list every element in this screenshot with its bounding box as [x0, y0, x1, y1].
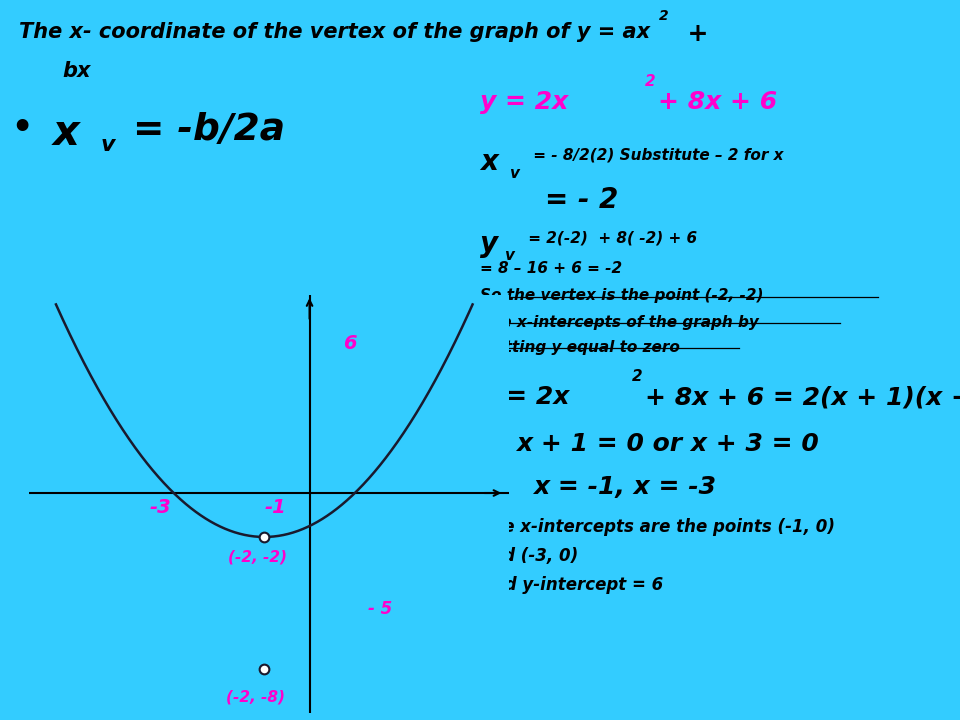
- Text: (-2, -8): (-2, -8): [226, 690, 285, 705]
- Text: x + 1 = 0 or x + 3 = 0: x + 1 = 0 or x + 3 = 0: [516, 432, 819, 456]
- Text: The x-intercepts are the points (-1, 0): The x-intercepts are the points (-1, 0): [480, 518, 835, 536]
- Text: v: v: [509, 166, 518, 181]
- Text: = -b/2a: = -b/2a: [120, 112, 285, 148]
- Text: So the vertex is the point (-2, -2): So the vertex is the point (-2, -2): [480, 288, 763, 303]
- Text: v: v: [101, 135, 115, 156]
- Text: -1: -1: [264, 498, 286, 517]
- Text: (-2, -2): (-2, -2): [228, 549, 287, 564]
- Text: The x- coordinate of the vertex of the graph of y = ax: The x- coordinate of the vertex of the g…: [19, 22, 650, 42]
- Text: The x-intercepts of the graph by: The x-intercepts of the graph by: [480, 315, 758, 330]
- Text: 2: 2: [659, 9, 668, 23]
- Text: 6: 6: [344, 334, 357, 353]
- Text: x = -1, x = -3: x = -1, x = -3: [533, 475, 716, 499]
- Text: + 8x + 6: + 8x + 6: [658, 90, 777, 114]
- Text: bx: bx: [62, 61, 91, 81]
- Text: - 5: - 5: [369, 600, 393, 618]
- Text: + 8x + 6 = 2(x + 1)(x + 3): + 8x + 6 = 2(x + 1)(x + 3): [645, 385, 960, 409]
- Text: x: x: [53, 112, 80, 153]
- Text: -3: -3: [149, 498, 171, 517]
- Text: And y-intercept = 6: And y-intercept = 6: [480, 576, 663, 594]
- Text: = - 2: = - 2: [545, 186, 618, 214]
- Text: 2: 2: [632, 369, 642, 384]
- Text: and (-3, 0): and (-3, 0): [480, 547, 578, 565]
- Text: •: •: [12, 112, 33, 145]
- Text: 0 = 2x: 0 = 2x: [480, 385, 569, 409]
- Text: y: y: [480, 230, 498, 258]
- Text: y = 2x: y = 2x: [480, 90, 568, 114]
- Text: 2: 2: [645, 74, 656, 89]
- Text: +: +: [670, 22, 708, 45]
- Text: = 2(-2)  + 8( -2) + 6: = 2(-2) + 8( -2) + 6: [523, 230, 697, 246]
- Text: = 8 – 16 + 6 = -2: = 8 – 16 + 6 = -2: [480, 261, 622, 276]
- Text: setting y equal to zero: setting y equal to zero: [480, 340, 680, 355]
- Text: = - 8/2(2) Substitute – 2 for x: = - 8/2(2) Substitute – 2 for x: [528, 148, 783, 163]
- Text: v: v: [504, 248, 514, 263]
- Text: x: x: [480, 148, 498, 176]
